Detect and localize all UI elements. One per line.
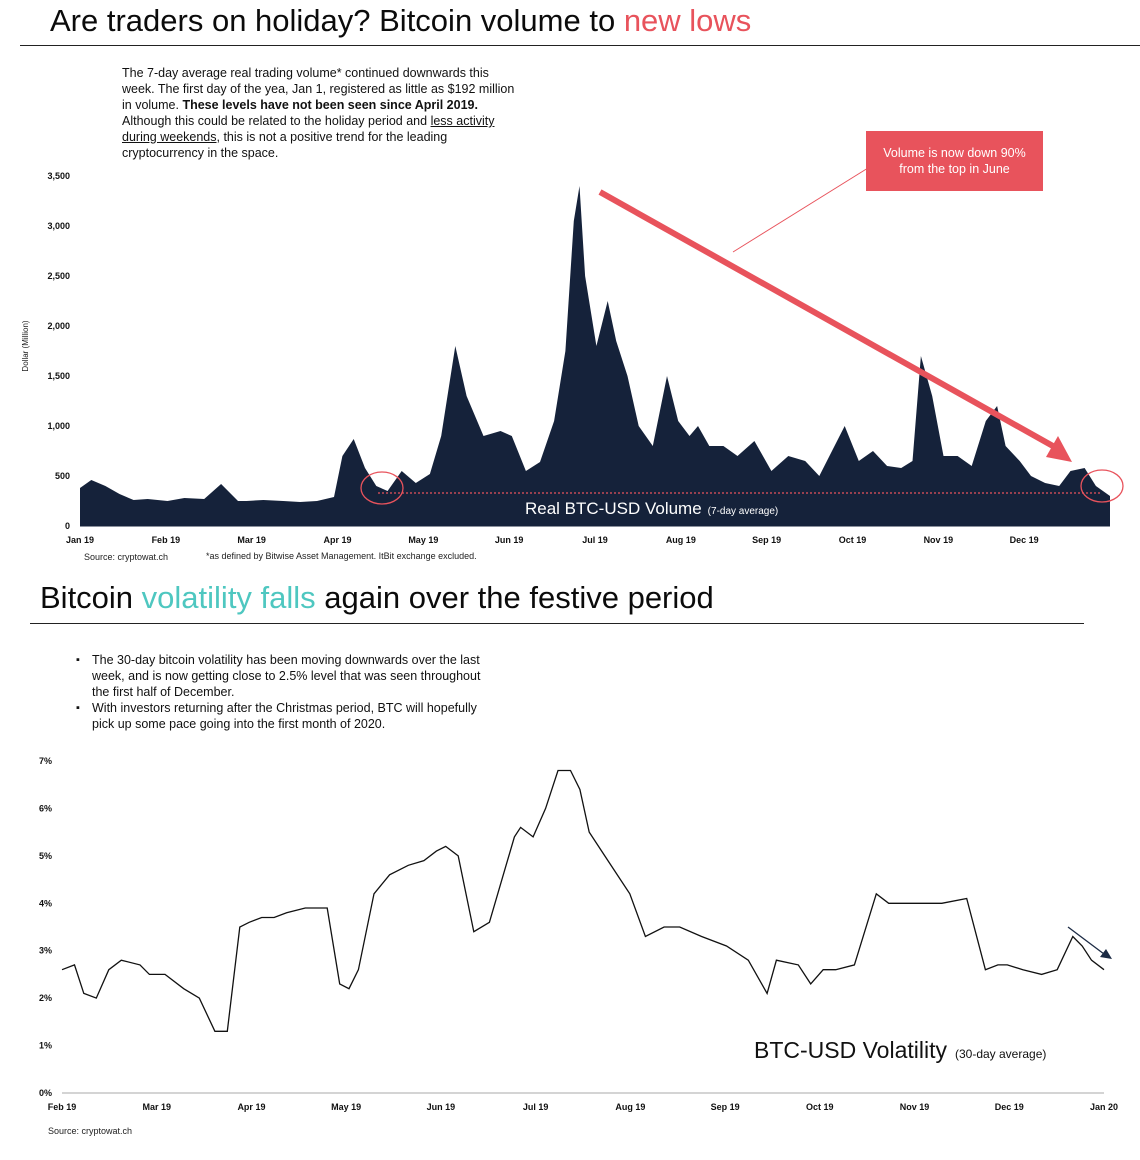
volatility-x-tick-label: Apr 19 xyxy=(237,1102,265,1112)
blurb-line: during weekends, this is not a positive … xyxy=(122,129,552,145)
volume-y-tick-label: 1,500 xyxy=(47,371,70,381)
volume-y-tick-label: 3,500 xyxy=(47,171,70,181)
volume-chart-label: Real BTC-USD Volume (7-day average) xyxy=(525,499,778,518)
bullet-item: With investors returning after the Chris… xyxy=(72,700,492,732)
volume-y-tick-label: 0 xyxy=(65,521,70,531)
volatility-x-tick-label: Mar 19 xyxy=(142,1102,171,1112)
callout-text: Volume is now down 90% from the top in J… xyxy=(883,146,1026,176)
volatility-x-tick-label: Feb 19 xyxy=(48,1102,77,1112)
blurb-line: in volume. These levels have not been se… xyxy=(122,97,552,113)
volume-title: Are traders on holiday? Bitcoin volume t… xyxy=(50,3,751,39)
volatility-x-tick-label: Oct 19 xyxy=(806,1102,834,1112)
volume-y-tick-label: 2,500 xyxy=(47,271,70,281)
volatility-title-accent: volatility falls xyxy=(141,580,316,615)
volatility-x-tick-label: Jan 20 xyxy=(1090,1102,1118,1112)
volatility-x-tick-label: Jun 19 xyxy=(427,1102,456,1112)
volume-x-tick-label: Jun 19 xyxy=(495,535,524,545)
volatility-y-tick-label: 0% xyxy=(39,1088,52,1098)
volatility-title-rule xyxy=(30,623,1084,624)
blurb-bold-text: These levels have not been seen since Ap… xyxy=(182,98,478,112)
volatility-title-main: Bitcoin xyxy=(40,580,142,615)
volatility-x-tick-label: Nov 19 xyxy=(900,1102,930,1112)
volume-area xyxy=(80,186,1110,526)
volume-title-accent: new lows xyxy=(623,3,752,38)
trend-arrowhead xyxy=(1100,949,1112,959)
volume-x-tick-label: Sep 19 xyxy=(752,535,781,545)
volatility-y-tick-label: 4% xyxy=(39,898,52,908)
volatility-source: Source: cryptowat.ch xyxy=(48,1126,133,1136)
volume-y-tick-label: 500 xyxy=(55,471,70,481)
volume-x-tick-label: Jan 19 xyxy=(66,535,94,545)
volume-x-tick-label: Mar 19 xyxy=(237,535,266,545)
volume-y-tick-label: 1,000 xyxy=(47,421,70,431)
volume-x-tick-label: Aug 19 xyxy=(666,535,696,545)
volatility-x-tick-label: Sep 19 xyxy=(711,1102,740,1112)
volume-title-rule xyxy=(20,45,1140,46)
volatility-y-tick-label: 3% xyxy=(39,946,52,956)
trend-arrow xyxy=(1067,926,1105,955)
less-activity-link[interactable]: less activity xyxy=(430,114,495,128)
volume-x-tick-label: Apr 19 xyxy=(323,535,351,545)
blurb-text: , this is not a positive trend for the l… xyxy=(216,130,448,144)
downtrend-arrowhead xyxy=(1046,436,1072,462)
bullet-item: The 30-day bitcoin volatility has been m… xyxy=(72,652,492,700)
volatility-x-tick-label: Jul 19 xyxy=(523,1102,549,1112)
volatility-y-tick-label: 2% xyxy=(39,993,52,1003)
downtrend-arrow xyxy=(598,189,1062,453)
volatility-title-rest: again over the festive period xyxy=(315,580,714,615)
callout-connector xyxy=(732,167,869,253)
volatility-bullets: The 30-day bitcoin volatility has been m… xyxy=(72,652,492,732)
blurb-line: cryptocurrency in the space. xyxy=(122,146,279,160)
weekends-link[interactable]: during weekends xyxy=(122,130,217,144)
volatility-chart: 0% 1% 2% 3% 4% 5% 6% 7% Feb 19 Mar 19 Apr 19 May 19… xyxy=(39,756,1118,1112)
volatility-y-tick-label: 1% xyxy=(39,1041,52,1051)
volatility-y-tick-label: 6% xyxy=(39,803,52,813)
volume-title-main: Are traders on holiday? Bitcoin volume t… xyxy=(50,3,624,38)
volume-x-tick-label: Nov 19 xyxy=(924,535,954,545)
volume-source: Source: cryptowat.ch xyxy=(84,552,169,562)
volume-x-tick-label: Dec 19 xyxy=(1010,535,1039,545)
volume-x-tick-label: Oct 19 xyxy=(839,535,867,545)
april-low-circle xyxy=(360,471,404,505)
volume-x-tick-label: Jul 19 xyxy=(582,535,608,545)
volume-chart: 0 500 1,000 1,500 2,000 2,500 3,000 3,500 Jan 19… xyxy=(21,167,1124,545)
volatility-y-tick-label: 5% xyxy=(39,851,52,861)
volatility-line xyxy=(61,769,1105,1032)
volume-x-tick-label: May 19 xyxy=(408,535,438,545)
volume-y-axis-label: Dollar (Million) xyxy=(21,320,30,371)
volatility-chart-label: BTC-USD Volatility (30-day average) xyxy=(754,1037,1046,1063)
volume-y-tick-label: 3,000 xyxy=(47,221,70,231)
blurb-line: week. The first day of the yea, Jan 1, r… xyxy=(122,82,515,96)
volatility-title: Bitcoin volatility falls again over the … xyxy=(40,580,714,616)
volume-y-tick-label: 2,000 xyxy=(47,321,70,331)
blurb-text: Although this could be related to the ho… xyxy=(122,114,431,128)
volume-blurb: The 7-day average real trading volume* c… xyxy=(122,65,552,161)
volatility-x-tick-label: Dec 19 xyxy=(995,1102,1024,1112)
january-low-circle xyxy=(1080,469,1124,503)
volatility-y-tick-label: 7% xyxy=(39,756,52,766)
volatility-x-tick-label: Aug 19 xyxy=(615,1102,645,1112)
volume-footnote: *as defined by Bitwise Asset Management.… xyxy=(206,551,477,561)
volume-callout: Volume is now down 90% from the top in J… xyxy=(866,131,1043,191)
blurb-line: Although this could be related to the ho… xyxy=(122,113,552,129)
volatility-x-tick-label: May 19 xyxy=(331,1102,361,1112)
volume-x-tick-label: Feb 19 xyxy=(152,535,181,545)
blurb-text: in volume. xyxy=(122,98,183,112)
blurb-line: The 7-day average real trading volume* c… xyxy=(122,66,489,80)
